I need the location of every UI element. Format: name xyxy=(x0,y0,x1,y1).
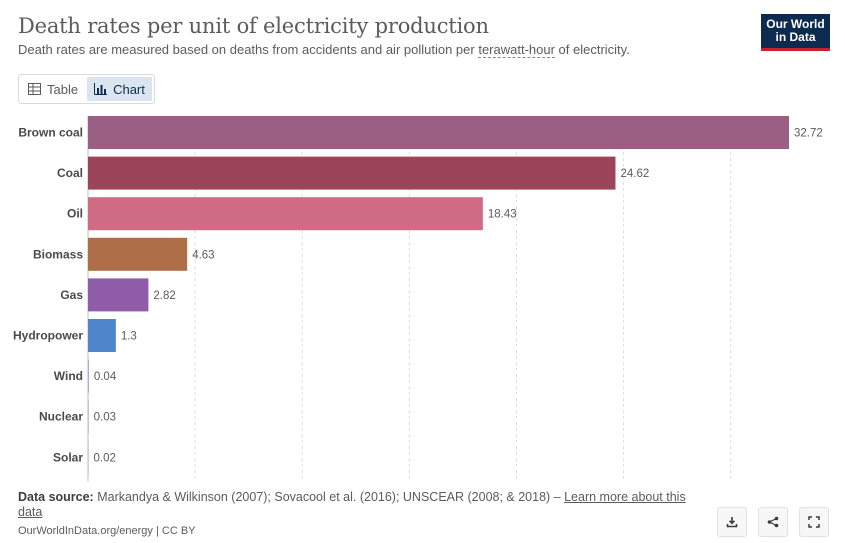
fullscreen-icon xyxy=(808,516,820,528)
logo-line-1: Our World xyxy=(766,17,825,31)
category-label: Oil xyxy=(67,207,83,221)
category-label: Biomass xyxy=(33,247,83,261)
bar-hydropower[interactable] xyxy=(88,319,116,352)
bar-wind[interactable] xyxy=(88,359,89,393)
table-icon xyxy=(28,83,41,95)
value-label: 32.72 xyxy=(794,128,823,140)
bar-oil[interactable] xyxy=(88,197,483,231)
value-label: 4.63 xyxy=(192,249,214,261)
category-label: Solar xyxy=(53,450,83,464)
value-label: 0.02 xyxy=(94,452,116,464)
share-icon xyxy=(767,516,779,528)
category-label: Coal xyxy=(57,166,83,180)
value-label: 1.3 xyxy=(121,331,137,343)
bar-chart: Brown coal 32.72 Coal 24.62 Oil 18.43 Biomass 4… xyxy=(13,116,823,482)
subtitle-text-post: of electricity. xyxy=(554,42,630,57)
category-label: Nuclear xyxy=(39,410,83,424)
value-label: 24.62 xyxy=(620,168,649,180)
bar-gas[interactable] xyxy=(88,278,149,312)
category-label: Brown coal xyxy=(18,126,83,140)
category-label: Hydropower xyxy=(13,329,83,343)
value-label: 2.82 xyxy=(153,290,175,302)
terawatt-hour-link[interactable]: terawatt-hour xyxy=(478,42,555,58)
chart-subtitle: Death rates are measured based on deaths… xyxy=(18,42,630,58)
share-button[interactable] xyxy=(758,507,788,537)
download-button[interactable] xyxy=(717,507,747,537)
category-label: Gas xyxy=(60,288,83,302)
view-tabs: Table Chart xyxy=(18,74,155,104)
footer-url[interactable]: OurWorldInData.org/energy | CC BY xyxy=(18,525,196,537)
data-source: Data source: Markandya & Wilkinson (2007… xyxy=(18,490,708,520)
bar-solar[interactable] xyxy=(88,440,89,474)
download-icon xyxy=(726,517,738,528)
bar-coal[interactable] xyxy=(88,156,616,190)
category-label: Wind xyxy=(54,369,83,383)
chart-title: Death rates per unit of electricity prod… xyxy=(18,14,489,38)
fullscreen-button[interactable] xyxy=(799,507,829,537)
data-source-text: Markandya & Wilkinson (2007); Sovacool e… xyxy=(93,490,565,504)
tab-table[interactable]: Table xyxy=(21,77,85,101)
learn-more-link[interactable]: Learn more about this data xyxy=(18,490,686,519)
tab-chart[interactable]: Chart xyxy=(87,77,152,101)
value-label: 18.43 xyxy=(488,209,517,221)
bar-brown-coal[interactable] xyxy=(88,116,789,149)
subtitle-text-pre: Death rates are measured based on deaths… xyxy=(18,42,479,57)
bar-biomass[interactable] xyxy=(88,237,188,271)
bar-nuclear[interactable] xyxy=(88,400,89,434)
bar-chart-icon xyxy=(94,83,108,95)
value-label: 0.03 xyxy=(94,412,116,424)
owid-logo[interactable]: Our World in Data xyxy=(761,14,830,51)
logo-line-2: in Data xyxy=(775,30,816,44)
value-label: 0.04 xyxy=(94,371,117,383)
data-source-label: Data source: xyxy=(18,490,94,504)
tab-chart-label: Chart xyxy=(113,81,145,97)
tab-table-label: Table xyxy=(47,81,79,97)
